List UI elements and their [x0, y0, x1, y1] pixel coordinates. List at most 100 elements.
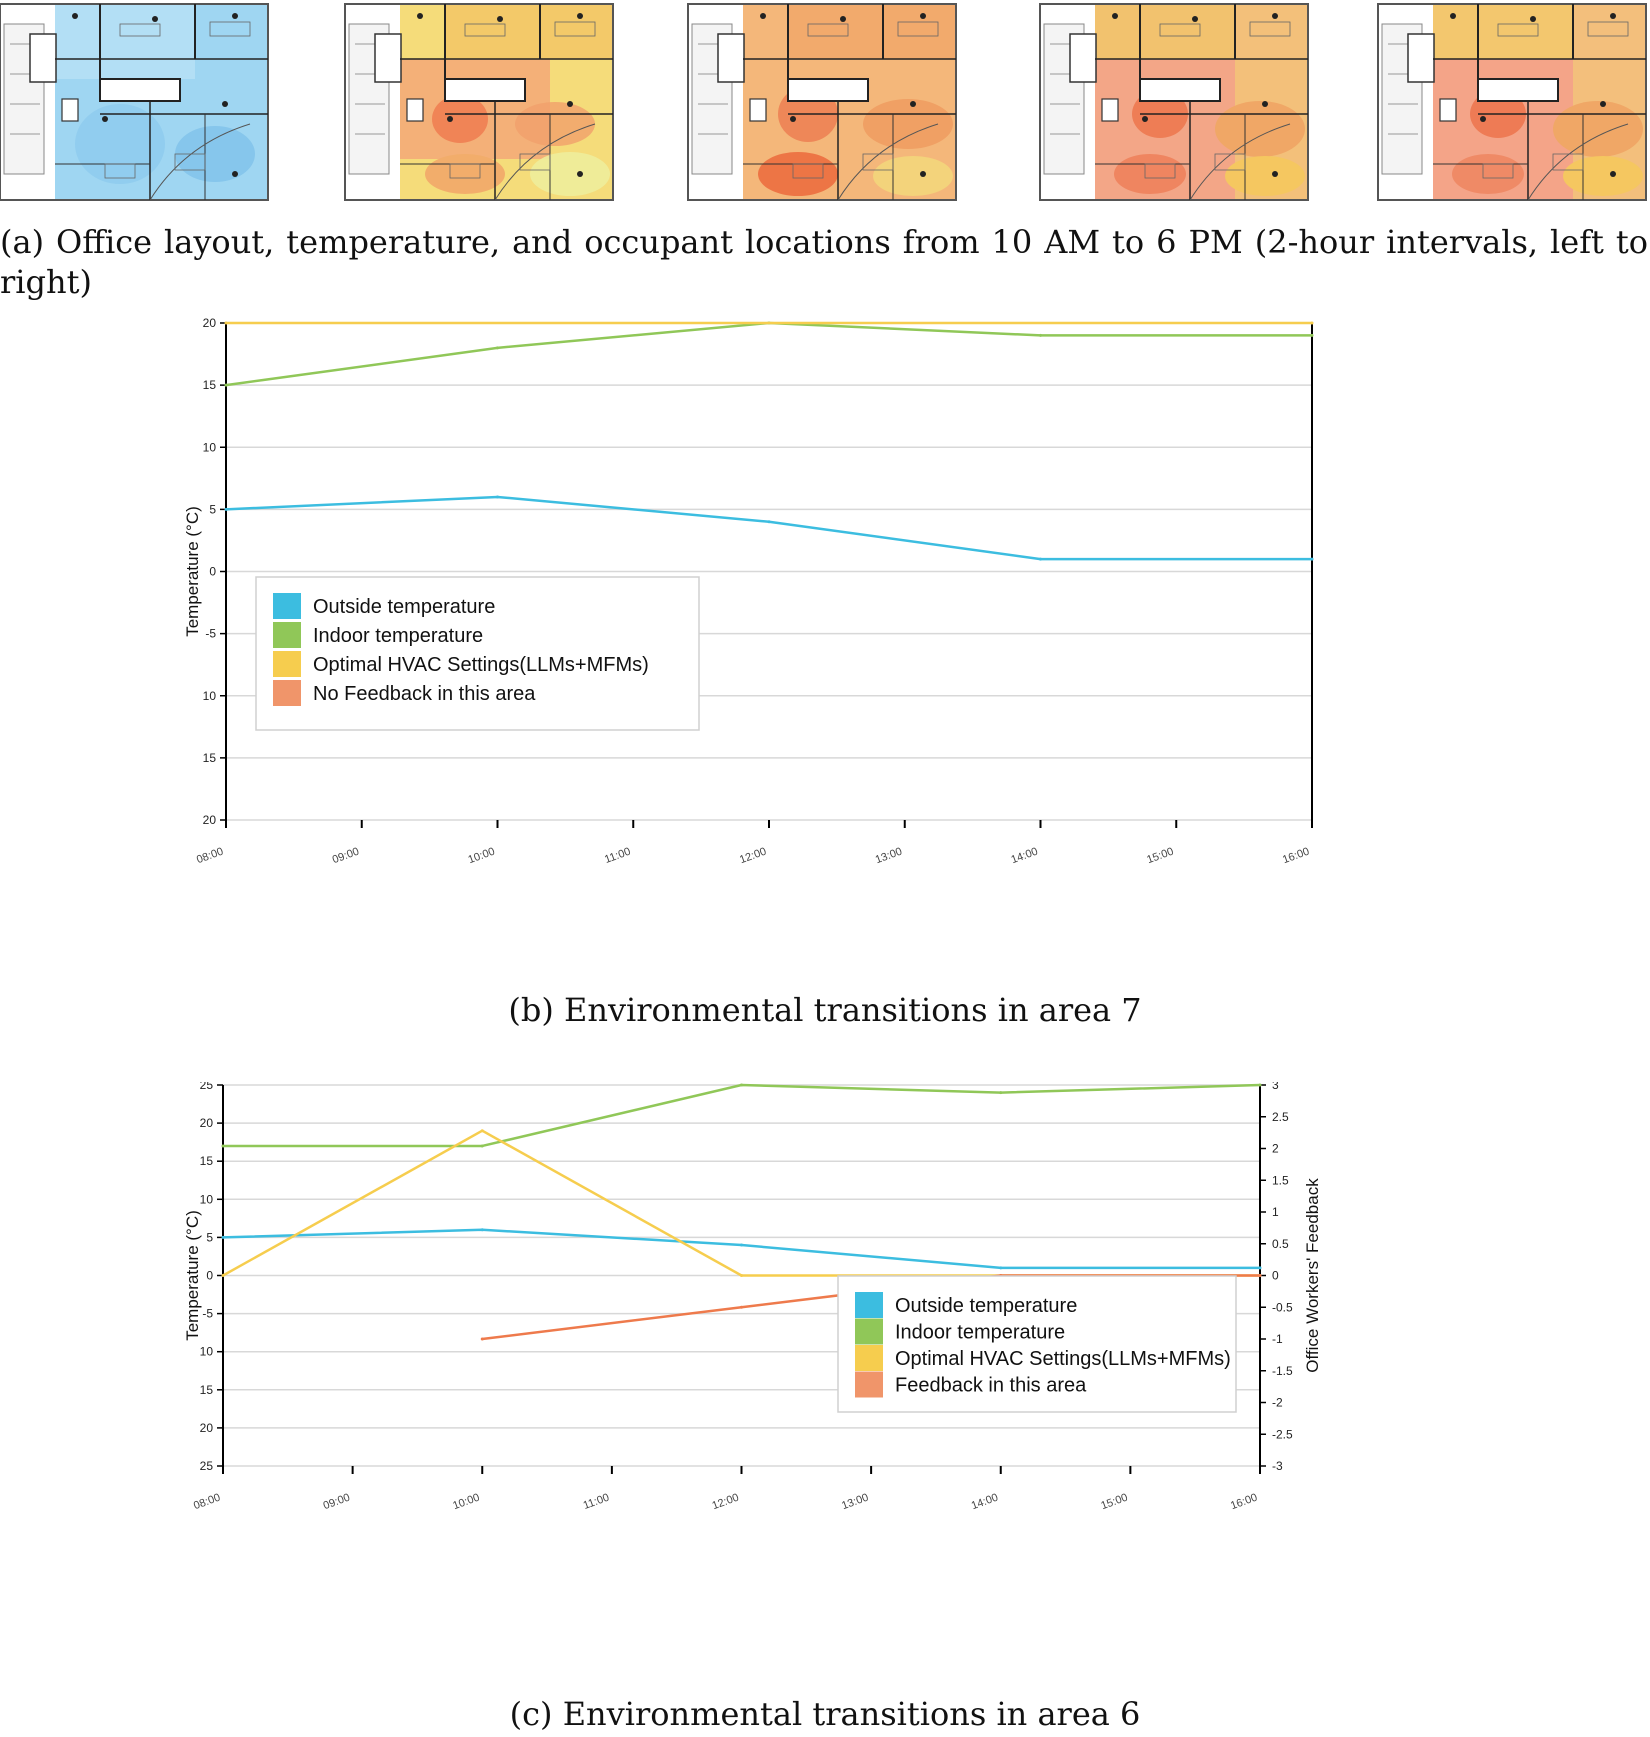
- legend-swatch: [855, 1345, 883, 1371]
- caption-a: (a) Office layout, temperature, and occu…: [0, 223, 1648, 301]
- y2-tick-label: 3: [1272, 1082, 1279, 1092]
- office-heatmap-strip: [0, 3, 1647, 201]
- x-tick-label: 16:00: [1229, 1492, 1259, 1513]
- heatmap-panel-2pm: [687, 3, 957, 201]
- y-tick-label: 20: [203, 318, 217, 330]
- x-tick-label: 08:00: [192, 1492, 222, 1513]
- y2-tick-label: 1: [1272, 1205, 1279, 1219]
- x-tick-label: 12:00: [738, 846, 768, 867]
- x-tick-label: 14:00: [1010, 846, 1040, 867]
- y2-tick-label: -3: [1272, 1459, 1283, 1473]
- y-tick-label: 10: [200, 1192, 214, 1206]
- y-tick-label: 20: [200, 1116, 214, 1130]
- series-line-optimal: [222, 1129, 1260, 1277]
- data-point-feedback: [1258, 1274, 1262, 1277]
- legend-swatch: [273, 593, 301, 619]
- y2-axis-label: Office Workers' Feedback: [1303, 1178, 1322, 1373]
- x-tick-label: 13:00: [874, 846, 904, 867]
- x-tick-label: 09:00: [322, 1492, 352, 1513]
- x-tick-label: 11:00: [603, 846, 632, 866]
- data-point-outside: [767, 520, 771, 524]
- heatmap-panel-10am: [0, 3, 269, 201]
- legend-swatch: [855, 1292, 883, 1318]
- data-point-optimal: [480, 1129, 484, 1133]
- legend-label: Outside temperature: [895, 1295, 1077, 1317]
- y2-tick-label: 1.5: [1272, 1173, 1289, 1187]
- data-point-optimal: [1310, 321, 1314, 325]
- y-tick-label: 0: [209, 565, 216, 579]
- x-tick-label: 08:00: [195, 846, 225, 867]
- y2-tick-label: -1: [1272, 1332, 1283, 1346]
- legend-label: Optimal HVAC Settings(LLMs+MFMs): [895, 1348, 1231, 1370]
- data-point-feedback: [480, 1337, 484, 1341]
- y-tick-label: -5: [202, 1307, 213, 1321]
- data-point-indoor: [999, 1091, 1003, 1095]
- y-tick-label: 10: [203, 440, 217, 454]
- data-point-outside: [496, 495, 499, 499]
- data-point-outside: [999, 1266, 1003, 1270]
- x-tick-label: 15:00: [1099, 1492, 1129, 1513]
- x-tick-label: 13:00: [840, 1492, 870, 1513]
- y2-tick-label: 0.5: [1272, 1237, 1289, 1251]
- chart-area-6: 25 20 15 10 5 0 -5 10 15 20 25 3 2.5 2 1.5 1 0.5 0 -0.5 -1 -…: [183, 1082, 1322, 1513]
- heatmap-panel-12pm: [344, 3, 614, 201]
- y-tick-label: 5: [209, 502, 216, 516]
- y2-tick-label: -2: [1272, 1396, 1283, 1410]
- data-point-optimal: [224, 321, 228, 325]
- x-tick-label: 16:00: [1281, 846, 1311, 867]
- x-tick-label: 10:00: [451, 1492, 481, 1513]
- legend-swatch: [273, 651, 301, 677]
- data-point-outside: [480, 1228, 484, 1232]
- y-tick-label: 5: [206, 1230, 213, 1244]
- data-point-indoor: [224, 383, 228, 387]
- x-tick-label: 14:00: [970, 1492, 1000, 1513]
- x-tick-label: 15:00: [1145, 846, 1175, 867]
- data-point-outside: [1258, 1266, 1262, 1270]
- legend-label: Outside temperature: [313, 596, 495, 618]
- y2-tick-label: -2.5: [1272, 1427, 1293, 1441]
- legend-box: [255, 576, 700, 731]
- series-line-outside: [222, 1228, 1260, 1270]
- y-tick-label: 20: [200, 1421, 214, 1435]
- x-tick-label: 12:00: [711, 1492, 741, 1513]
- data-point-indoor: [740, 1083, 743, 1087]
- chart-area-7: 20 15 10 5 0 -5 10 15 20 08:00 09:00 10:00 11:00 12:0…: [183, 318, 1314, 867]
- y-tick-label: 0: [206, 1269, 213, 1283]
- legend-label: Optimal HVAC Settings(LLMs+MFMs): [313, 654, 649, 676]
- legend-swatch: [273, 622, 301, 648]
- y2-tick-label: 0: [1272, 1269, 1279, 1283]
- y2-tick-label: -1.5: [1272, 1364, 1293, 1378]
- data-point-optimal: [740, 1274, 743, 1277]
- data-point-feedback: [740, 1305, 743, 1309]
- legend-swatch: [273, 680, 301, 706]
- y-tick-label: 25: [200, 1459, 214, 1473]
- data-point-outside: [1039, 557, 1042, 561]
- x-tick-label: 10:00: [467, 846, 497, 867]
- caption-b: (b) Environmental transitions in area 7: [508, 991, 1142, 1029]
- data-point-indoor: [1258, 1083, 1262, 1087]
- y2-tick-label: -0.5: [1272, 1300, 1293, 1314]
- x-tick-label: 09:00: [331, 846, 361, 867]
- data-point-outside: [221, 1235, 225, 1239]
- y2-tick-label: 2: [1272, 1142, 1279, 1156]
- series-line-outside: [225, 495, 1312, 561]
- series-line-indoor: [225, 321, 1312, 387]
- y-tick-label: -5: [205, 627, 216, 641]
- caption-c: (c) Environmental transitions in area 6: [509, 1695, 1141, 1733]
- data-point-indoor: [496, 346, 499, 350]
- data-point-outside: [224, 507, 228, 511]
- heatmap-panel-6pm: [1377, 3, 1647, 201]
- series-line-indoor: [223, 1083, 1261, 1148]
- y-tick-label: 15: [203, 751, 217, 765]
- x-tick-label: 11:00: [582, 1492, 611, 1512]
- data-point-outside: [1310, 557, 1314, 561]
- heatmap-panel-4pm: [1039, 3, 1309, 201]
- legend-label: No Feedback in this area: [313, 683, 536, 705]
- legend-label: Indoor temperature: [313, 625, 483, 647]
- y-axis-label: Temperature (°C): [183, 1210, 202, 1341]
- y-tick-label: 10: [200, 1345, 214, 1359]
- data-point-indoor: [1310, 333, 1314, 337]
- y-tick-label: 10: [203, 689, 217, 703]
- y-tick-label: 25: [200, 1082, 214, 1092]
- legend-label: Indoor temperature: [895, 1322, 1065, 1344]
